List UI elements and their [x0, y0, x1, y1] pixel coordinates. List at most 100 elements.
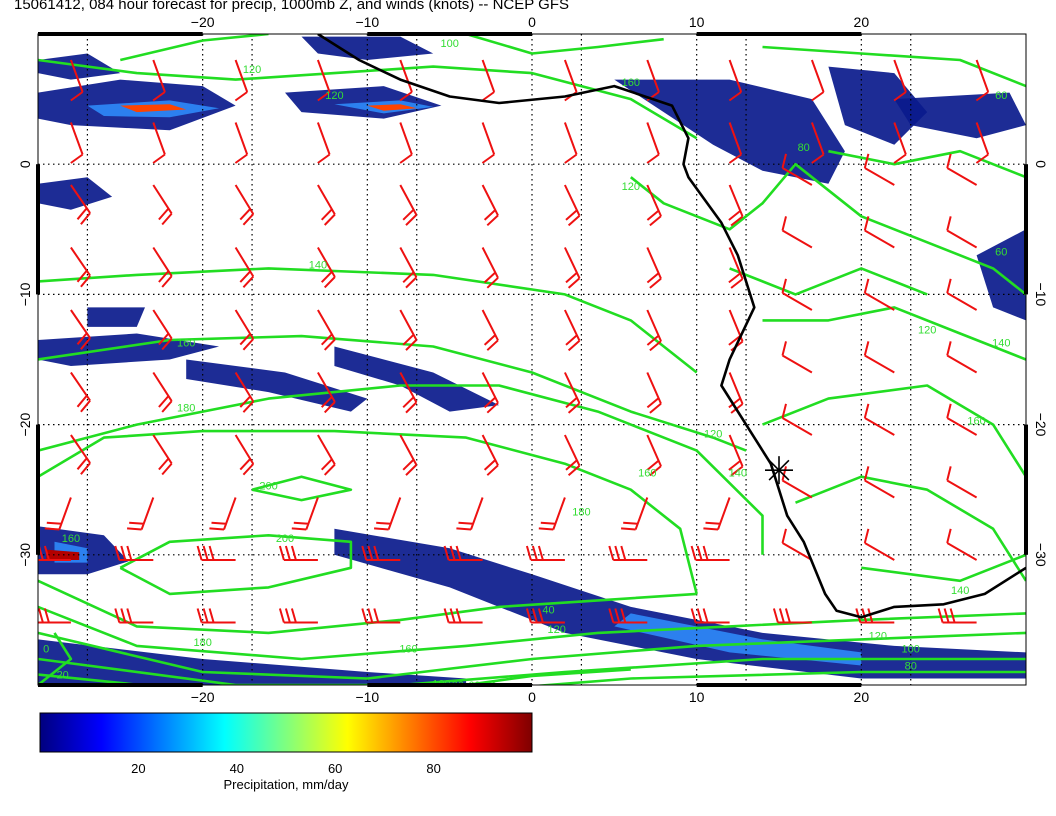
wind-barb: [946, 403, 978, 436]
contour-label: 0: [43, 643, 49, 655]
wind-barb: [278, 608, 318, 624]
wind-barb: [152, 59, 166, 102]
frame-tick-bar: [696, 32, 862, 36]
wind-barb: [646, 434, 662, 477]
contour-label: 120: [869, 630, 887, 642]
contour-label: 160: [622, 77, 640, 89]
frame-tick-bar: [367, 32, 532, 36]
wind-barb: [781, 216, 813, 249]
wind-barb: [399, 309, 418, 351]
frame-tick-bar: [36, 164, 40, 295]
wind-barb: [443, 545, 483, 561]
wind-barb: [374, 497, 402, 531]
wind-barb: [893, 59, 907, 102]
precip-area: [87, 307, 145, 327]
wind-barb: [481, 372, 499, 414]
wind-barb: [728, 434, 744, 477]
contour-label: 60: [468, 680, 480, 692]
contour-label: 180: [177, 403, 195, 415]
lon-tick-label-top: 0: [528, 14, 536, 30]
contour-label: 160: [967, 416, 985, 428]
wind-barb: [946, 466, 978, 499]
contour-label: 140: [951, 585, 969, 597]
wind-barb: [196, 545, 236, 561]
contour-line: [38, 334, 747, 452]
contour-label: 200: [276, 533, 294, 545]
wind-barb: [975, 59, 990, 102]
marker-arm: [768, 459, 790, 481]
precip-area: [828, 66, 928, 145]
wind-barb: [70, 246, 91, 288]
wind-barb: [703, 497, 731, 531]
lat-tick-label-left: −30: [17, 543, 33, 567]
lon-tick-label-bottom: −20: [191, 689, 215, 705]
wind-barb: [152, 122, 166, 164]
contour-line: [251, 475, 353, 502]
precip-area: [301, 36, 434, 60]
lon-tick-label-bottom: 20: [854, 689, 870, 705]
contour-label: 200: [259, 481, 277, 493]
contour-label: 160: [638, 468, 656, 480]
wind-barb: [781, 466, 813, 499]
wind-barb: [70, 184, 91, 225]
frame-tick-bars: [36, 32, 1028, 687]
contour-line: [38, 657, 1026, 685]
wind-barb: [44, 497, 72, 531]
wind-barb: [481, 122, 496, 164]
contour-line: [38, 267, 698, 374]
precip-area: [334, 528, 1026, 679]
lat-tick-label-left: 0: [17, 160, 33, 168]
contour-label: 120: [918, 324, 936, 336]
frame-tick-bar: [38, 683, 203, 687]
lat-tick-label-right: −20: [1033, 413, 1049, 437]
contour-line: [828, 149, 1026, 179]
wind-barb: [946, 278, 978, 311]
contour-label: 160: [62, 533, 80, 545]
precip-max: [120, 104, 187, 113]
wind-barb: [234, 434, 255, 476]
contour-line: [762, 306, 1026, 361]
wind-barb: [443, 608, 483, 624]
wind-barb: [563, 309, 581, 352]
wind-barb: [563, 372, 581, 414]
lat-tick-label-right: −10: [1033, 283, 1049, 307]
wind-barb: [563, 122, 578, 164]
contour-label: 120: [704, 429, 722, 441]
contour-line: [119, 534, 353, 596]
wind-barb: [863, 278, 895, 311]
wind-barb: [937, 608, 977, 624]
wind-barb: [563, 434, 581, 477]
precip-area: [186, 359, 368, 412]
contour-label: 80: [798, 142, 810, 154]
wind-barb: [481, 184, 499, 227]
wind-barb: [70, 434, 91, 475]
contour-label: 80: [905, 660, 917, 672]
wind-barb: [69, 59, 84, 102]
wind-barb: [127, 497, 155, 531]
wind-barb: [317, 309, 336, 351]
lat-lon-gridlines: [38, 34, 1026, 685]
wind-barb: [317, 184, 336, 226]
frame-tick-bar: [1024, 164, 1028, 295]
contour-line: [465, 668, 631, 685]
frame-tick-bar: [696, 683, 862, 687]
contour-label: 160: [177, 337, 195, 349]
wind-barb: [399, 247, 418, 289]
wind-barb: [399, 59, 413, 102]
precip-area: [894, 92, 1026, 139]
contour-label: 180: [572, 507, 590, 519]
wind-barb: [863, 341, 895, 374]
wind-barb: [690, 608, 730, 624]
wind-barb: [481, 309, 499, 351]
lon-tick-label-top: 10: [689, 14, 705, 30]
contour-line: [38, 605, 1026, 661]
contour-line: [629, 162, 1026, 296]
contour-line: [120, 34, 269, 62]
contour-line: [465, 34, 664, 55]
contour-line: [38, 670, 1026, 685]
wind-barb: [728, 59, 743, 102]
wind-barb: [863, 528, 895, 561]
wind-barb: [152, 434, 173, 476]
wind-barb: [38, 545, 71, 561]
wind-barb: [646, 184, 662, 227]
